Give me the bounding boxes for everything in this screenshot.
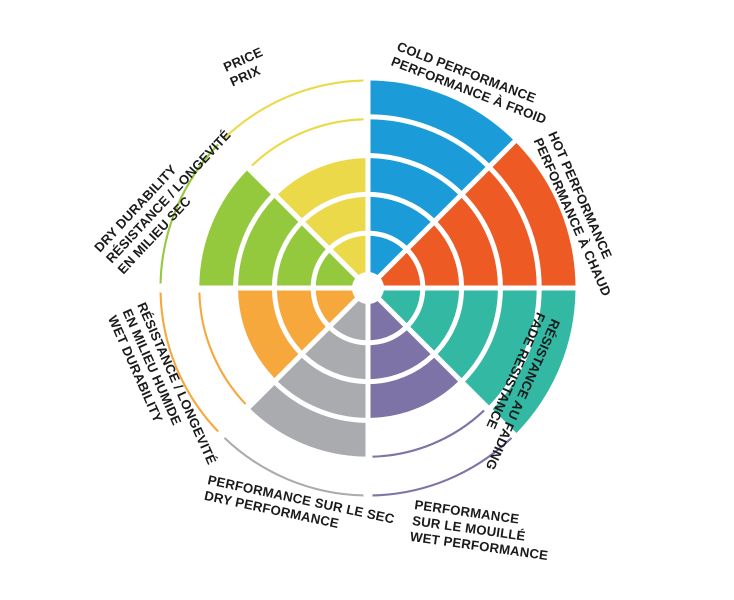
ring-band	[437, 290, 498, 379]
ring-band	[370, 158, 459, 219]
wedge-segments-layer	[159, 79, 576, 497]
ring-band	[492, 290, 576, 433]
wedge-dry-durability[interactable]	[159, 143, 356, 286]
ring-band	[305, 330, 366, 380]
ring-band	[199, 170, 271, 286]
ring-band	[437, 197, 498, 286]
ring-band	[370, 119, 486, 191]
ring-band	[276, 225, 326, 286]
ring-band	[370, 196, 431, 246]
ring-band	[250, 385, 366, 457]
ring-band	[238, 197, 299, 286]
ring-band	[277, 357, 366, 418]
ring-band	[380, 252, 421, 286]
wedge-wet-performance[interactable]	[370, 300, 513, 497]
ring-outline-arc	[223, 437, 364, 497]
wedge-wet-durability[interactable]	[159, 290, 356, 433]
wedge-fade-resistance[interactable]	[380, 290, 576, 433]
ring-outline-arc	[251, 118, 364, 167]
ring-band	[305, 196, 366, 246]
ring-band	[277, 158, 366, 219]
ring-band	[315, 290, 356, 324]
ring-band	[332, 235, 366, 276]
wedge-cold-performance[interactable]	[370, 80, 513, 276]
ring-band	[370, 80, 513, 164]
ring-band	[492, 143, 576, 286]
ring-band	[410, 290, 460, 351]
ring-band	[370, 330, 431, 380]
ring-band	[276, 290, 326, 351]
ring-band	[332, 300, 366, 341]
ring-outline-arc	[372, 437, 513, 497]
ring-outline-arc	[159, 143, 219, 284]
ring-outline-arc	[159, 292, 219, 433]
ring-band	[465, 170, 537, 286]
ring-outline-arc	[372, 409, 485, 458]
wedge-hot-performance[interactable]	[380, 143, 576, 286]
ring-band	[370, 300, 404, 341]
ring-band	[315, 252, 356, 286]
wedge-price[interactable]	[223, 79, 366, 276]
ring-band	[465, 290, 537, 406]
wedge-dry-performance[interactable]	[223, 300, 366, 497]
ring-outline-arc	[198, 292, 247, 405]
ring-band	[370, 235, 404, 276]
ring-outline-arc	[223, 79, 364, 139]
ring-band	[370, 357, 459, 418]
ring-band	[238, 290, 299, 379]
ring-band	[380, 290, 421, 324]
ring-band	[410, 225, 460, 286]
